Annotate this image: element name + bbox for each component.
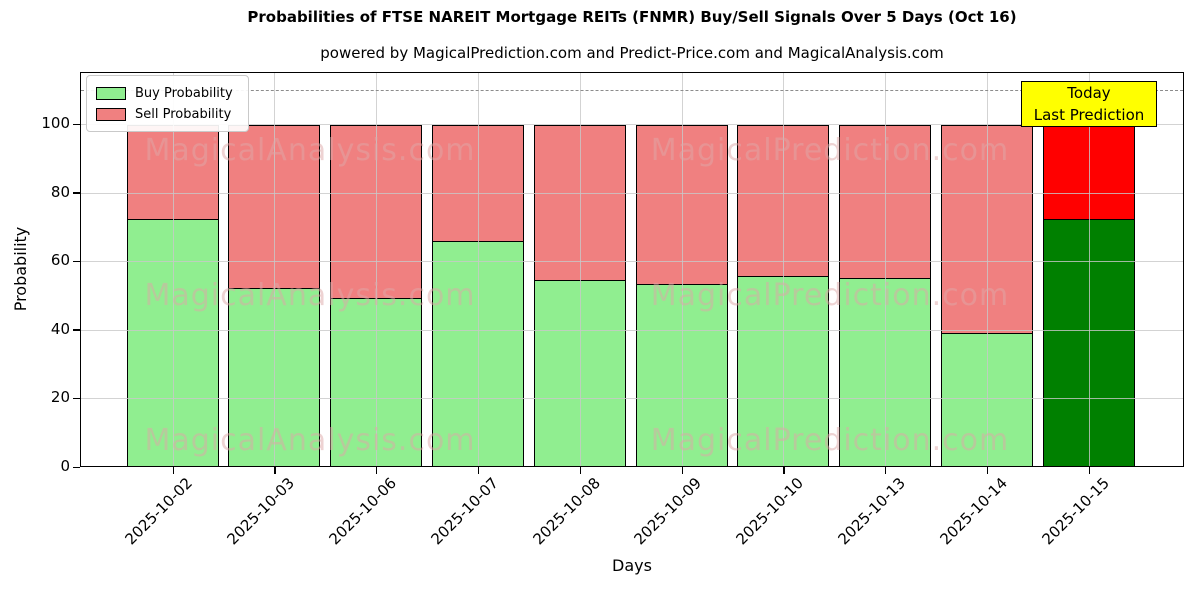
v-gridline-2025-10-08 <box>579 72 581 467</box>
y-tick-40 <box>73 329 80 331</box>
chart-title: Probabilities of FTSE NAREIT Mortgage RE… <box>247 8 1017 26</box>
y-tick-80 <box>73 192 80 194</box>
watermark-right-1: MagicalPrediction.com <box>650 278 1010 313</box>
x-tick-label-2025-10-06: 2025-10-06 <box>325 474 400 549</box>
x-tick-label-2025-10-07: 2025-10-07 <box>427 474 502 549</box>
h-gridline-100 <box>80 124 1184 126</box>
v-gridline-2025-10-10 <box>783 72 785 467</box>
x-tick-2025-10-13 <box>885 467 887 474</box>
x-tick-label-2025-10-14: 2025-10-14 <box>936 474 1011 549</box>
chart-subtitle: powered by MagicalPrediction.com and Pre… <box>320 44 944 62</box>
x-axis-label: Days <box>612 556 652 575</box>
x-tick-2025-10-06 <box>376 467 378 474</box>
watermark-right-2: MagicalPrediction.com <box>650 423 1010 458</box>
y-tick-100 <box>73 123 80 126</box>
y-tick-label-0: 0 <box>60 457 70 475</box>
h-gridline-60 <box>80 261 1184 263</box>
y-tick-label-20: 20 <box>50 388 70 407</box>
y-tick-60 <box>73 260 80 263</box>
x-tick-label-2025-10-09: 2025-10-09 <box>630 474 706 549</box>
y-tick-label-40: 40 <box>50 319 70 338</box>
today-annotation-line2: Last Prediction <box>1033 105 1145 124</box>
v-gridline-2025-10-15 <box>1088 72 1090 467</box>
today-annotation: Today Last Prediction <box>1021 81 1157 127</box>
watermark-right-0: MagicalPrediction.com <box>650 133 1010 168</box>
sell-color-swatch <box>96 108 126 121</box>
x-tick-label-2025-10-08: 2025-10-08 <box>529 474 604 549</box>
legend: Buy Probability Sell Probability <box>86 75 249 132</box>
x-tick-2025-10-08 <box>579 467 581 474</box>
today-annotation-line1: Today <box>1067 84 1111 102</box>
v-gridline-2025-10-09 <box>681 72 683 467</box>
x-tick-label-2025-10-10: 2025-10-10 <box>732 474 808 549</box>
v-gridline-2025-10-07 <box>477 72 479 467</box>
threshold-dashed-line <box>81 90 1183 92</box>
x-tick-2025-10-15 <box>1088 467 1090 474</box>
x-tick-2025-10-09 <box>681 467 683 474</box>
watermark-left-2: MagicalAnalysis.com <box>144 423 476 458</box>
x-tick-label-2025-10-03: 2025-10-03 <box>223 474 299 549</box>
h-gridline-40 <box>80 329 1184 331</box>
buy-color-swatch <box>96 87 126 100</box>
v-gridline-2025-10-02 <box>172 72 174 467</box>
v-gridline-2025-10-03 <box>274 72 276 467</box>
y-tick-label-80: 80 <box>50 182 70 201</box>
legend-item-sell: Sell Probability <box>96 104 239 125</box>
y-tick-20 <box>73 397 80 400</box>
watermark-left-0: MagicalAnalysis.com <box>144 133 476 168</box>
watermark-left-1: MagicalAnalysis.com <box>144 278 476 313</box>
x-tick-2025-10-02 <box>172 467 174 474</box>
x-tick-2025-10-07 <box>477 467 480 474</box>
x-tick-label-2025-10-15: 2025-10-15 <box>1038 474 1113 549</box>
x-tick-2025-10-03 <box>274 467 276 474</box>
y-tick-label-60: 60 <box>50 251 70 270</box>
h-gridline-80 <box>80 192 1184 194</box>
v-gridline-2025-10-06 <box>376 72 378 467</box>
legend-item-buy: Buy Probability <box>96 83 239 104</box>
legend-buy-label: Buy Probability <box>135 86 233 101</box>
x-tick-label-2025-10-02: 2025-10-02 <box>121 474 197 549</box>
y-tick-0 <box>73 466 80 468</box>
x-tick-2025-10-14 <box>986 467 989 474</box>
x-tick-2025-10-10 <box>783 467 785 474</box>
h-gridline-20 <box>80 398 1184 400</box>
v-gridline-2025-10-13 <box>885 72 887 467</box>
v-gridline-2025-10-14 <box>986 72 988 467</box>
x-tick-label-2025-10-13: 2025-10-13 <box>834 474 909 549</box>
y-tick-label-100: 100 <box>41 114 70 133</box>
legend-sell-label: Sell Probability <box>135 107 232 122</box>
